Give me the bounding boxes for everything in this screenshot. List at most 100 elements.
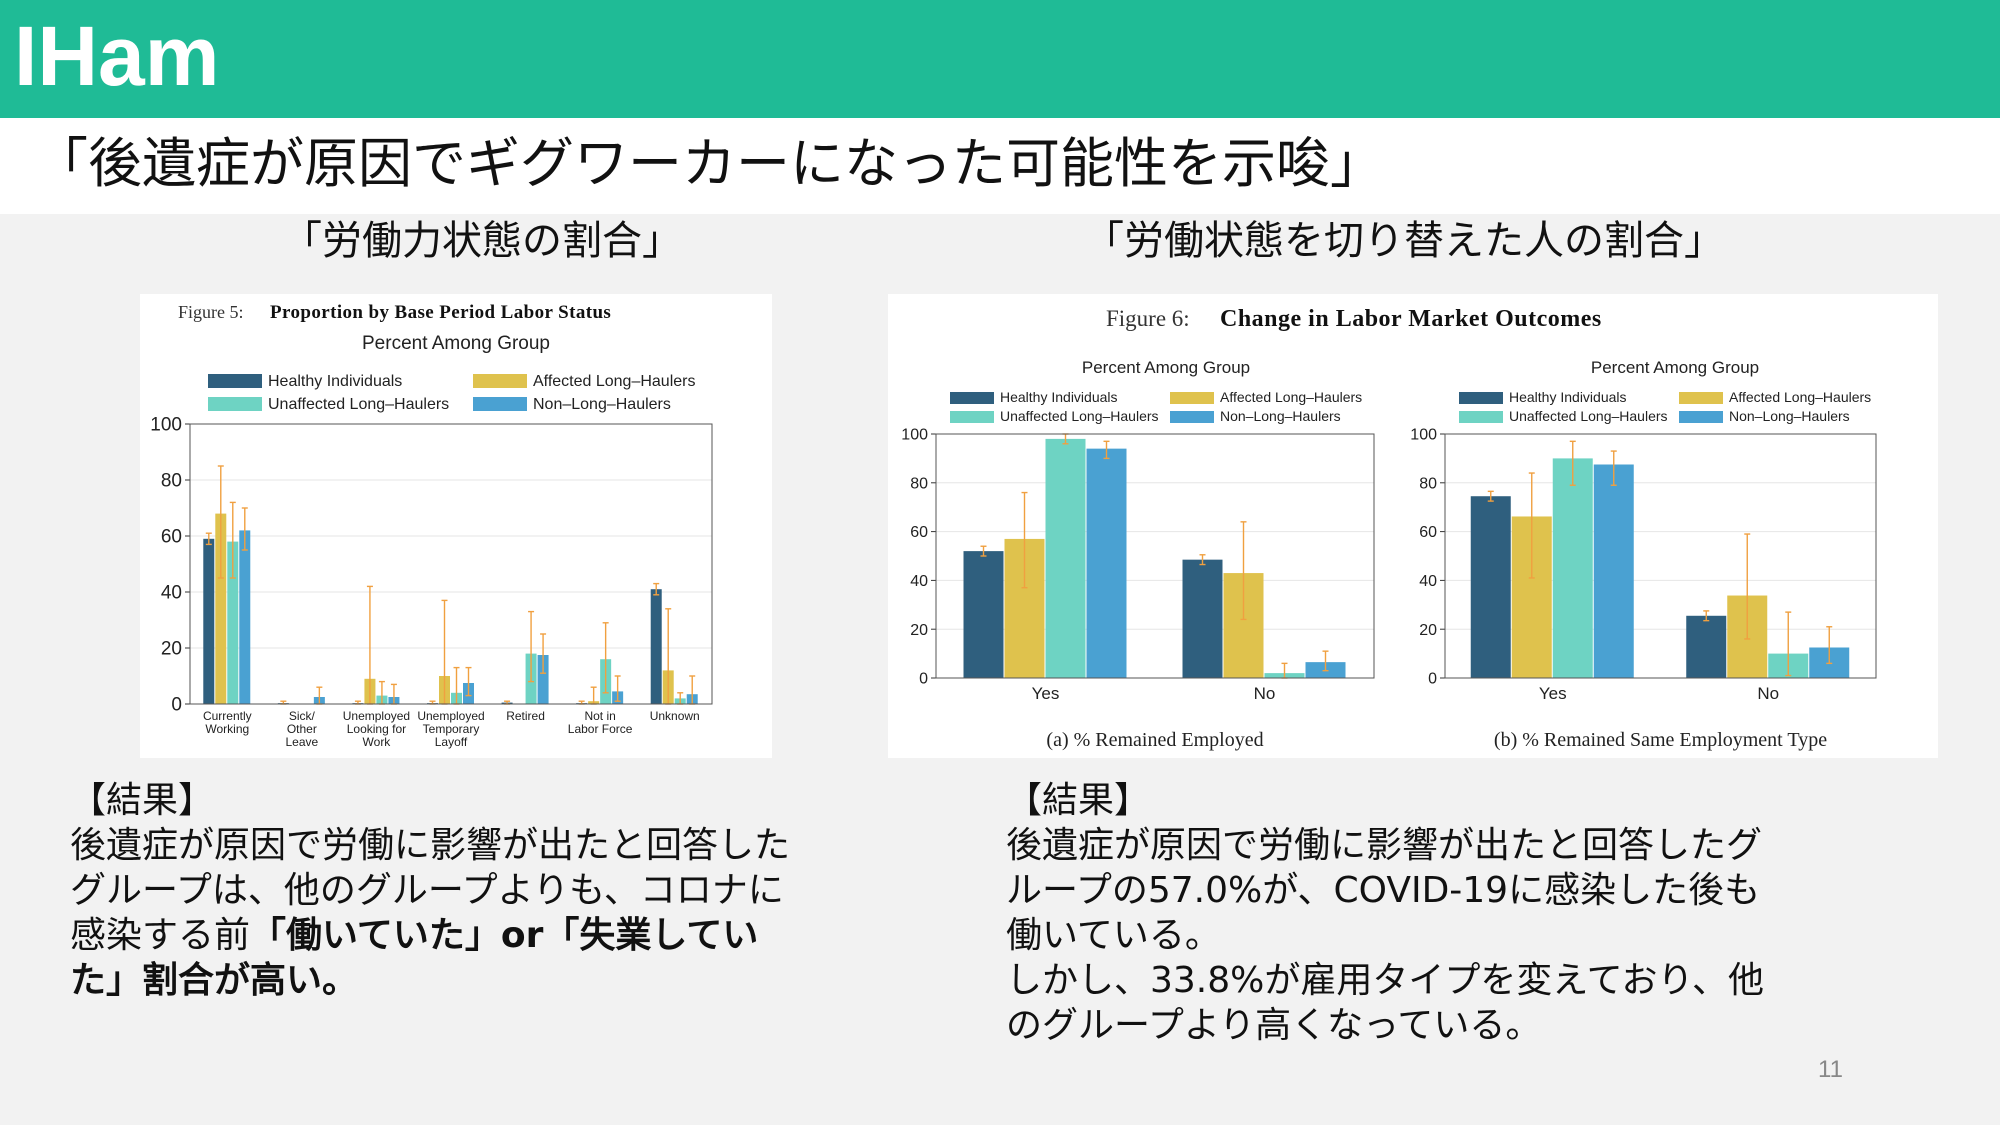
x-tick-label: Sick/ [289,709,316,723]
legend-swatch [1679,411,1723,423]
x-tick-label: Temporary [423,722,480,736]
title-band: 「後遺症が原因でギグワーカーになった可能性を示唆」 [0,118,2000,214]
chart-title: Proportion by Base Period Labor Status [270,302,611,323]
y-tick-label: 20 [1419,622,1437,639]
x-tick-label: Other [287,722,317,736]
bar [537,655,549,704]
figure5-card: Figure 5: Proportion by Base Period Labor… [140,294,772,758]
left-result-line: た」割合が高い。 [70,958,790,1003]
page-number: 11 [1818,1056,1843,1083]
legend-label: Non–Long–Haulers [1729,408,1850,424]
emphasis-text: た」割合が高い。 [70,960,359,1001]
figure-label: Figure 6: [1106,306,1190,331]
x-tick-label: Leave [286,735,319,749]
bar [239,530,251,704]
legend-swatch [1459,392,1503,404]
right-result-line: 働いている。 [1006,913,1764,958]
figure6-chart: Figure 6: Change in Labor Market Outcomes… [901,306,1877,751]
y-tick-label: 20 [910,622,928,639]
x-tick-label: Layoff [435,735,468,749]
body-text: しかし、33.8%が雇用タイプを変えており、他 [1006,960,1765,1001]
legend-label: Affected Long–Haulers [1729,389,1871,405]
legend-swatch [1459,411,1503,423]
left-result-label: 【結果】 [70,780,215,821]
body-text: 感染する前 [70,915,251,956]
right-figure-heading: 「労働状態を切り替えた人の割合」 [1084,218,1724,264]
legend-label: Unaffected Long–Haulers [1509,408,1668,424]
legend-label: Affected Long–Haulers [1220,389,1362,405]
subchart-caption: (b) % Remained Same Employment Type [1494,729,1827,751]
chart-title: Change in Labor Market Outcomes [1220,306,1602,332]
right-result-line: ループの57.0%が、COVID-19に感染した後も [1006,868,1764,913]
legend-swatch [473,397,527,411]
left-result-line: 後遺症が原因で労働に影響が出たと回答した [70,823,790,868]
legend-label: Affected Long–Haulers [533,373,695,390]
y-axis-title: Percent Among Group [1591,358,1759,377]
x-tick-label: No [1757,684,1779,703]
legend-label: Healthy Individuals [268,373,402,390]
x-tick-label: Retired [506,709,545,723]
y-tick-label: 60 [910,524,928,541]
y-tick-label: 0 [919,671,928,688]
legend-swatch [950,392,994,404]
right-result-line: しかし、33.8%が雇用タイプを変えており、他 [1006,958,1764,1003]
bar [963,551,1004,678]
legend-swatch [208,374,262,388]
x-tick-label: Unknown [650,709,700,723]
y-tick-label: 80 [161,471,182,492]
body-text: ループの57.0%が、COVID-19に感染した後も [1006,870,1761,911]
plot-frame [189,423,713,705]
bar [1552,458,1593,678]
legend-swatch [1679,392,1723,404]
y-tick-label: 80 [1419,475,1437,492]
bar [1593,464,1634,678]
x-tick-label: Working [205,722,249,736]
bar [203,538,215,704]
bar [1686,615,1727,678]
plot-frame [935,433,1375,679]
y-tick-label: 20 [161,639,182,660]
bar [650,589,662,704]
legend-swatch [1170,392,1214,404]
y-tick-label: 40 [1419,573,1437,590]
left-result-text: 【結果】 後遺症が原因で労働に影響が出たと回答した グループは、他のグループよりも… [70,778,790,1003]
x-tick-label: Yes [1539,684,1567,703]
right-result-line: 後遺症が原因で労働に影響が出たと回答したグ [1006,823,1764,868]
body-text: のグループより高くなっている。 [1006,1005,1542,1046]
body-text: 働いている。 [1006,915,1221,956]
legend-label: Healthy Individuals [1000,389,1118,405]
x-tick-label: Labor Force [568,722,633,736]
legend-swatch [950,411,994,423]
body-text: グループは、他のグループよりも、コロナに [70,870,784,911]
right-result-line: のグループより高くなっている。 [1006,1003,1764,1048]
subchart-caption: (a) % Remained Employed [1046,729,1263,751]
x-tick-label: Unemployed [417,709,484,723]
bar [1045,438,1086,678]
bar [1086,448,1127,678]
left-result-line: 感染する前「働いていた」or「失業してい [70,913,790,958]
left-result-line: グループは、他のグループよりも、コロナに [70,868,790,913]
x-tick-label: Currently [203,709,252,723]
y-axis-title: Percent Among Group [1082,358,1250,377]
x-tick-label: Yes [1032,684,1060,703]
legend-label: Non–Long–Haulers [1220,408,1341,424]
y-tick-label: 100 [901,427,928,444]
bar [215,513,227,704]
brand-logo: IHam [14,9,220,103]
legend-label: Healthy Individuals [1509,389,1627,405]
legend-swatch [208,397,262,411]
legend-swatch [1170,411,1214,423]
figure-label: Figure 5: [178,302,244,322]
y-tick-label: 40 [910,573,928,590]
y-tick-label: 100 [1410,427,1437,444]
x-tick-label: No [1254,684,1276,703]
legend-label: Non–Long–Haulers [533,396,671,413]
y-tick-label: 60 [161,527,182,548]
y-tick-label: 60 [1419,524,1437,541]
y-tick-label: 100 [150,415,182,436]
x-tick-label: Not in [584,709,615,723]
y-tick-label: 80 [910,475,928,492]
right-result-label: 【結果】 [1006,780,1151,821]
legend-swatch [473,374,527,388]
legend-label: Unaffected Long–Haulers [268,396,449,413]
